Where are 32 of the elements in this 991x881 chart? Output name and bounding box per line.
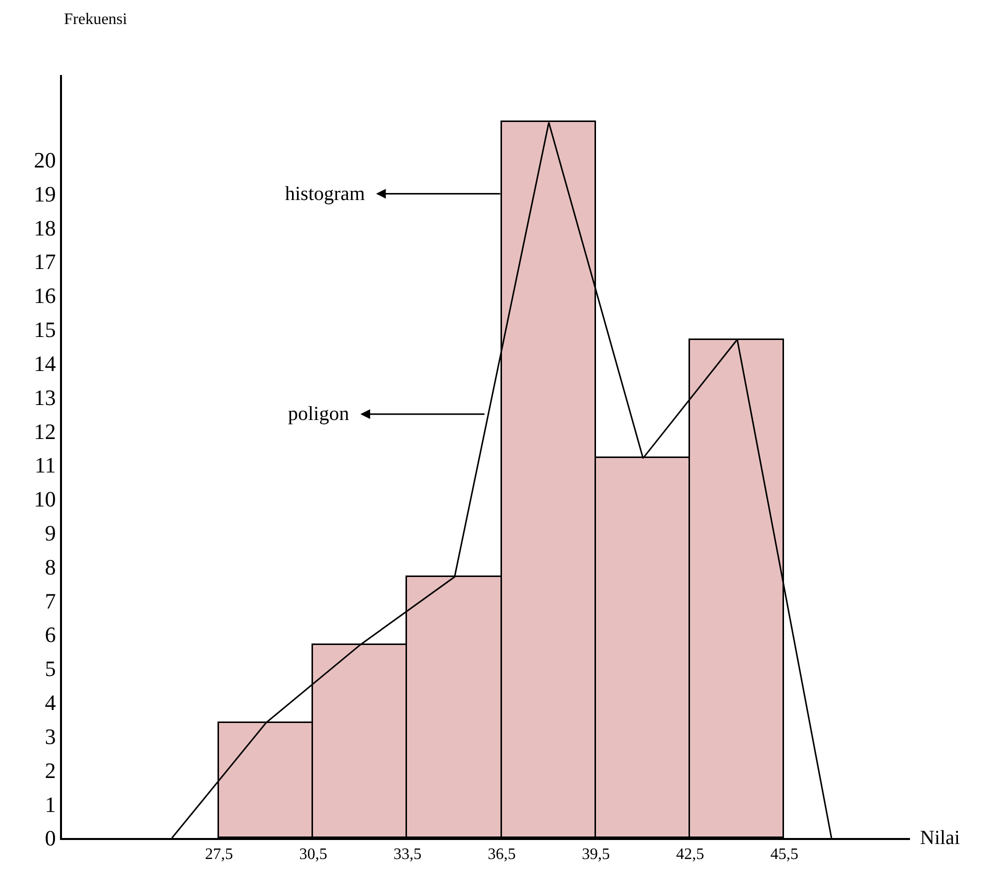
x-tick-label: 36,5 xyxy=(488,846,516,863)
y-tick-label: 8 xyxy=(44,554,56,580)
x-tick-label: 33,5 xyxy=(393,846,422,863)
y-tick-label: 11 xyxy=(34,452,56,478)
annotation: histogram xyxy=(285,183,366,205)
y-tick-label: 4 xyxy=(44,690,56,716)
x-tick-label: 42,5 xyxy=(676,846,704,863)
y-tick-label: 16 xyxy=(34,283,56,308)
y-tick-label: 1 xyxy=(44,792,56,817)
y-tick-label: 9 xyxy=(44,520,56,546)
y-tick-label: 7 xyxy=(44,588,56,614)
y-tick-label: 15 xyxy=(34,317,56,342)
y-tick-label: 2 xyxy=(44,758,56,783)
y-tick-label: 0 xyxy=(44,826,56,851)
y-tick-label: 20 xyxy=(34,147,56,172)
y-tick-label: 3 xyxy=(44,724,56,749)
y-tick-label: 5 xyxy=(44,656,56,682)
x-tick-label: 45,5 xyxy=(770,846,798,863)
y-tick-label: 14 xyxy=(34,350,56,376)
y-tick-label: 6 xyxy=(44,622,56,648)
x-tick-label: 30,5 xyxy=(299,846,328,863)
x-tick-label: 27,5 xyxy=(205,846,234,863)
y-axis-title: Frekuensi xyxy=(64,11,128,28)
x-axis-title: Nilai xyxy=(920,827,960,849)
y-tick-label: 12 xyxy=(34,418,56,444)
y-tick-label: 19 xyxy=(34,181,56,206)
annotation: poligon xyxy=(288,403,350,425)
y-tick-label: 13 xyxy=(34,384,56,410)
y-tick-label: 10 xyxy=(34,486,56,512)
y-tick-label: 18 xyxy=(34,215,56,240)
y-tick-label: 17 xyxy=(34,249,56,274)
x-tick-label: 39,5 xyxy=(582,846,610,863)
